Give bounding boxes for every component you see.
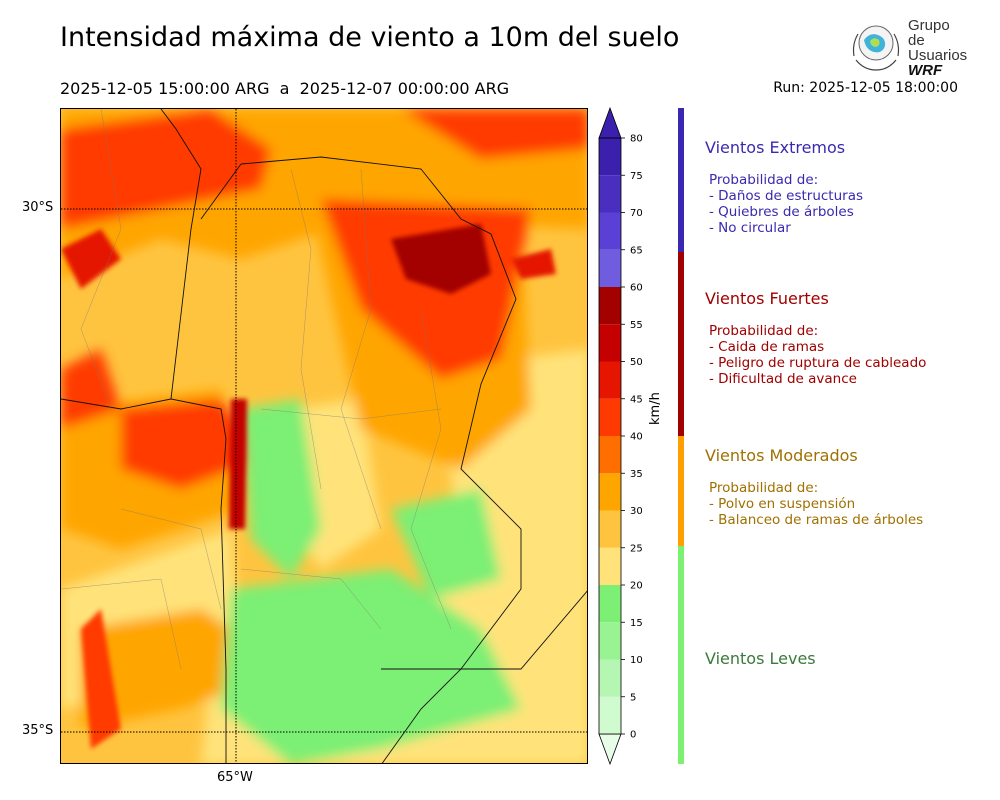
- category-fuertes: Vientos Fuertes Probabilidad de: - Caida…: [705, 289, 926, 387]
- colorbar-tick-label: 80: [630, 134, 643, 145]
- category-moderados: Vientos Moderados Probabilidad de: - Pol…: [705, 446, 923, 528]
- lat-label-30s: 30°S: [22, 200, 54, 215]
- lon-label-65w: 65°W: [217, 770, 253, 785]
- colorbar-tick-label: 40: [630, 432, 643, 443]
- logo-line-3: WRF: [908, 62, 943, 79]
- colorbar-bin: [599, 547, 621, 585]
- colorbar-tick-label: 70: [630, 208, 643, 219]
- colorbar-bin: [599, 287, 621, 325]
- colorbar-tick-label: 45: [630, 394, 643, 405]
- legend-bar-moderados: [678, 436, 684, 546]
- legend-bar-extremos: [678, 108, 684, 252]
- colorbar-bin: [599, 324, 621, 362]
- colorbar-bin: [599, 249, 621, 287]
- colorbar-bin: [599, 361, 621, 399]
- colorbar-tick-label: 75: [630, 171, 643, 182]
- colorbar-tick-label: 65: [630, 245, 643, 256]
- colorbar-bin: [599, 212, 621, 250]
- legend-bar-fuertes: [678, 252, 684, 436]
- colorbar-extend-low: [598, 733, 622, 766]
- run-time: Run: 2025-12-05 18:00:00: [773, 80, 958, 96]
- legend-bar-leves: [678, 546, 684, 764]
- colorbar-bin: [599, 510, 621, 548]
- colorbar-bin: [599, 696, 621, 734]
- logo-line-2: Usuarios: [908, 47, 968, 64]
- colorbar-tick-label: 55: [630, 320, 643, 331]
- colorbar-bin: [599, 622, 621, 660]
- colorbar-extend-high: [598, 106, 622, 139]
- colorbar-tick-label: 50: [630, 357, 643, 368]
- colorbar-tick-label: 10: [630, 655, 643, 666]
- colorbar-bin: [599, 398, 621, 436]
- wind-field: [61, 109, 587, 763]
- colorbar-tick-label: 0: [630, 730, 636, 741]
- colorbar-tick-label: 30: [630, 506, 643, 517]
- colorbar: 0 5 10 15 20 25 30 35 40 45 50 55 60 65 70 75 80: [598, 106, 643, 766]
- colorbar-bin: [599, 659, 621, 697]
- colorbar-bin: [599, 138, 621, 176]
- category-extremos: Vientos Extremos Probabilidad de: - Daño…: [705, 138, 863, 236]
- category-leves: Vientos Leves: [705, 649, 816, 668]
- colorbar-tick-label: 25: [630, 543, 643, 554]
- category-title: Vientos Fuertes: [705, 289, 829, 308]
- lat-label-35s: 35°S: [22, 723, 54, 738]
- colorbar-tick-label: 15: [630, 618, 643, 629]
- wrf-logo: Grupo de Usuarios WRF: [848, 16, 968, 78]
- colorbar-bin: [599, 473, 621, 511]
- colorbar-unit: km/h: [648, 392, 663, 425]
- colorbar-bin: [599, 175, 621, 213]
- globe-logo-icon: [852, 25, 900, 71]
- page-title: Intensidad máxima de viento a 10m del su…: [60, 22, 680, 53]
- category-desc: Probabilidad de: - Caida de ramas - Peli…: [709, 323, 927, 387]
- colorbar-tick-label: 60: [630, 283, 643, 294]
- category-title: Vientos Extremos: [705, 138, 846, 157]
- colorbar-bin: [599, 436, 621, 474]
- colorbar-tick-label: 5: [630, 692, 636, 703]
- forecast-period: 2025-12-05 15:00:00 ARG a 2025-12-07 00:…: [60, 79, 510, 98]
- logo-line-1: Grupo de: [908, 17, 950, 49]
- category-title: Vientos Leves: [705, 649, 816, 668]
- category-title: Vientos Moderados: [705, 446, 858, 465]
- wind-map: [60, 108, 588, 764]
- colorbar-tick-label: 20: [630, 581, 643, 592]
- colorbar-bin: [599, 585, 621, 623]
- category-desc: Probabilidad de: - Polvo en suspensión -…: [709, 480, 924, 528]
- category-desc: Probabilidad de: - Daños de estructuras …: [709, 172, 864, 236]
- legend-color-bar: [678, 108, 684, 764]
- colorbar-tick-label: 35: [630, 469, 643, 480]
